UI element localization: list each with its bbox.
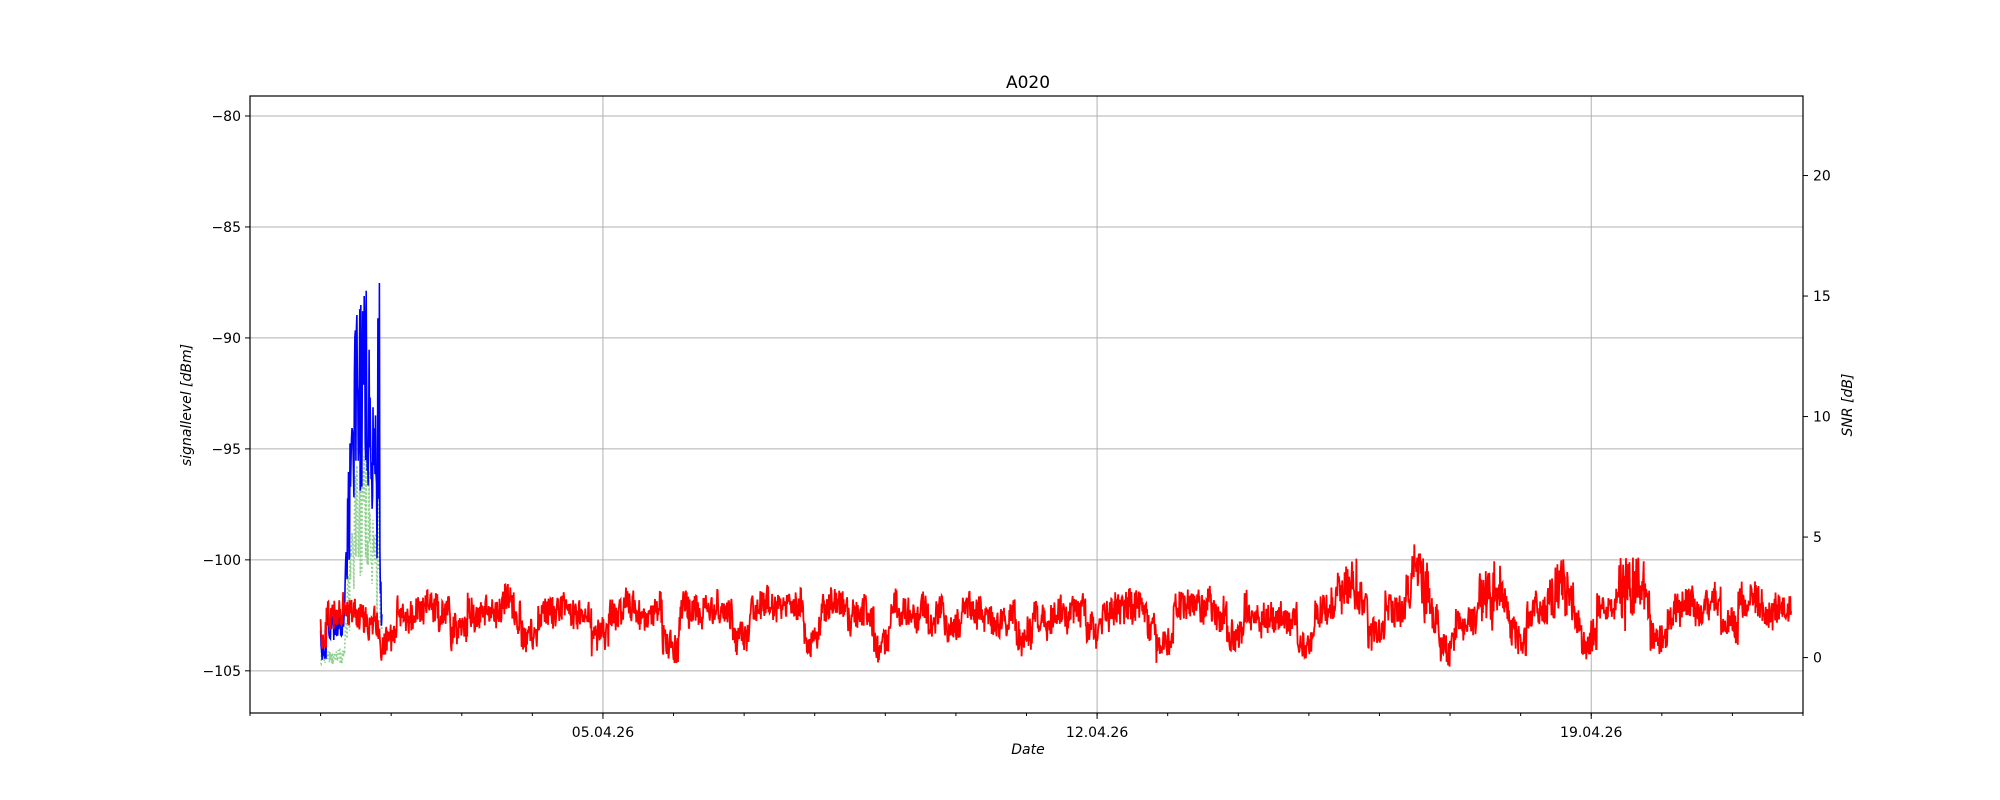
- y2-tick-label: 0: [1813, 651, 1822, 667]
- plot-area: [319, 282, 1793, 667]
- x-tick-label: 05.04.26: [572, 725, 634, 741]
- y-axis-label: signallevel [dBm]: [179, 344, 195, 466]
- grid: [250, 96, 1803, 713]
- y-tick-label: −85: [211, 220, 241, 236]
- y2-tick-label: 20: [1813, 169, 1831, 185]
- y2-tick-label: 15: [1813, 289, 1831, 305]
- x-tick-label: 19.04.26: [1560, 725, 1622, 741]
- snr-line: [319, 440, 383, 667]
- y-tick-label: −95: [211, 442, 241, 458]
- y2-tick-label: 10: [1813, 410, 1831, 426]
- y2-axis-label: SNR [dB]: [1840, 374, 1856, 437]
- y2-tick-label: 5: [1813, 530, 1822, 546]
- axis-ticks: −80 −85 −90 −95 −100 −105 0 5 10 15 20 05.04.26 12.0…: [203, 109, 1831, 741]
- x-tick-label: 12.04.26: [1066, 725, 1128, 741]
- noise-line: [319, 544, 1793, 667]
- y-tick-label: −100: [203, 553, 241, 569]
- y-tick-label: −90: [211, 331, 241, 347]
- chart-title: A020: [1006, 73, 1050, 93]
- plot-frame: [249, 95, 1804, 714]
- y-tick-label: −105: [203, 664, 241, 680]
- x-axis-label: Date: [1011, 742, 1044, 758]
- y-tick-label: −80: [211, 109, 241, 125]
